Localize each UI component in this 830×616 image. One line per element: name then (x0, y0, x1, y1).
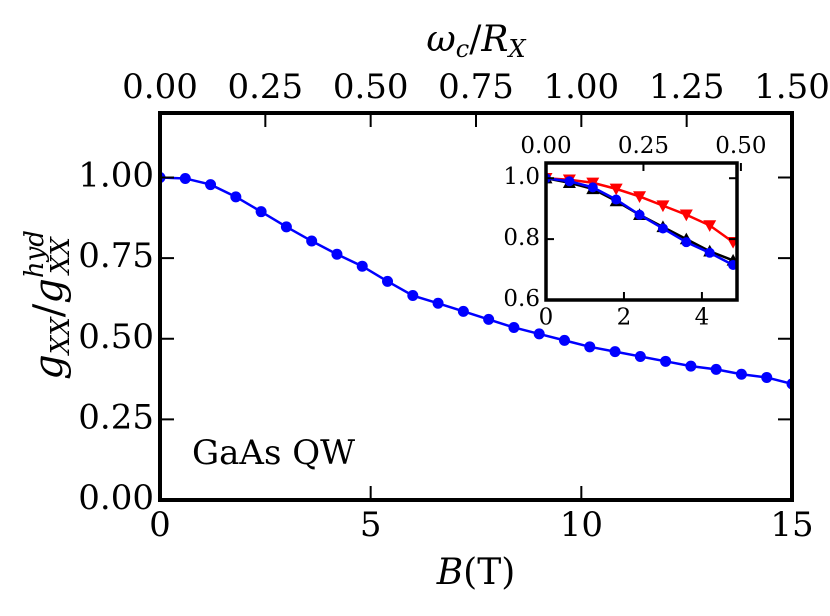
label-part: / (26, 303, 72, 317)
marker (609, 183, 623, 196)
marker (611, 194, 622, 205)
marker (633, 191, 647, 203)
marker (681, 237, 692, 248)
x2-tick-label: 0.25 (618, 133, 669, 159)
marker (255, 206, 267, 218)
y-tick-label: 0.8 (503, 225, 540, 251)
label-part: XX (46, 316, 76, 357)
x2-tick-label: 0.00 (520, 133, 571, 159)
x2-tick-label: 1.50 (754, 67, 830, 107)
y-tick-label: 1.00 (78, 156, 154, 196)
plot-content (160, 172, 792, 390)
marker (280, 221, 292, 233)
y-tick-label: 0.75 (78, 236, 154, 276)
x-axis-label: B(T) (436, 552, 516, 593)
x2-tick-label: 1.25 (649, 67, 725, 107)
label-part: hyd (20, 230, 50, 278)
marker (179, 172, 191, 184)
annotation: GaAs QW (192, 433, 355, 473)
marker (761, 371, 773, 383)
label-part: / (469, 19, 482, 60)
marker (679, 209, 693, 222)
plot-frame (544, 161, 739, 302)
marker (609, 346, 621, 358)
x-tick-label: 10 (560, 505, 603, 545)
marker (634, 350, 646, 362)
marker (634, 209, 645, 220)
label-part: ω (426, 19, 455, 60)
marker (331, 248, 343, 260)
marker (230, 191, 242, 203)
x2-tick-label: 0.00 (122, 67, 198, 107)
y-tick-label: 0.25 (78, 397, 154, 437)
x-tick-label: 0 (149, 505, 171, 545)
marker (508, 321, 520, 333)
x2-tick-label: 0.75 (438, 67, 514, 107)
marker (205, 179, 217, 191)
marker (704, 247, 715, 258)
label-part: XX (46, 236, 76, 277)
label-part: (T) (463, 552, 515, 593)
marker (432, 297, 444, 309)
marker (656, 200, 670, 213)
label-part: g (26, 354, 72, 380)
x-tick-label: 4 (695, 304, 710, 330)
marker (558, 334, 570, 346)
marker (685, 360, 697, 372)
marker (703, 220, 717, 232)
y-tick-label: 0.6 (503, 286, 540, 312)
x2-tick-label: 0.50 (333, 67, 409, 107)
marker (356, 260, 368, 272)
plot-frame (158, 111, 794, 502)
marker (306, 235, 318, 247)
marker (564, 176, 575, 187)
label-part: B (436, 552, 463, 593)
label-part: X (506, 35, 526, 63)
marker (382, 275, 394, 287)
marker (660, 355, 672, 367)
marker (584, 341, 596, 353)
label-part: R (480, 19, 508, 60)
marker (728, 259, 737, 270)
y-tick-label: 0.00 (78, 478, 154, 518)
x-tick-label: 2 (617, 304, 632, 330)
y-tick-label: 0.50 (78, 317, 154, 357)
marker (457, 305, 469, 317)
x2-tick-label: 1.00 (543, 67, 619, 107)
x2-tick-label: 0.25 (227, 67, 303, 107)
y-axis-label: gXX/ghydXX (20, 230, 76, 380)
x2-tick-label: 0.50 (715, 133, 766, 159)
marker (483, 313, 495, 325)
marker (657, 223, 668, 234)
marker (710, 363, 722, 375)
y-tick-label: 1.0 (503, 164, 540, 190)
x2-axis-label: ωc/RX (426, 19, 526, 63)
marker (735, 368, 747, 380)
x-tick-label: 0 (539, 304, 554, 330)
label-part: c (456, 35, 469, 63)
marker (533, 328, 545, 340)
marker (407, 290, 419, 302)
x-tick-label: 5 (360, 505, 382, 545)
marker (587, 182, 598, 193)
x-tick-label: 15 (770, 505, 813, 545)
label-part: g (26, 278, 72, 304)
